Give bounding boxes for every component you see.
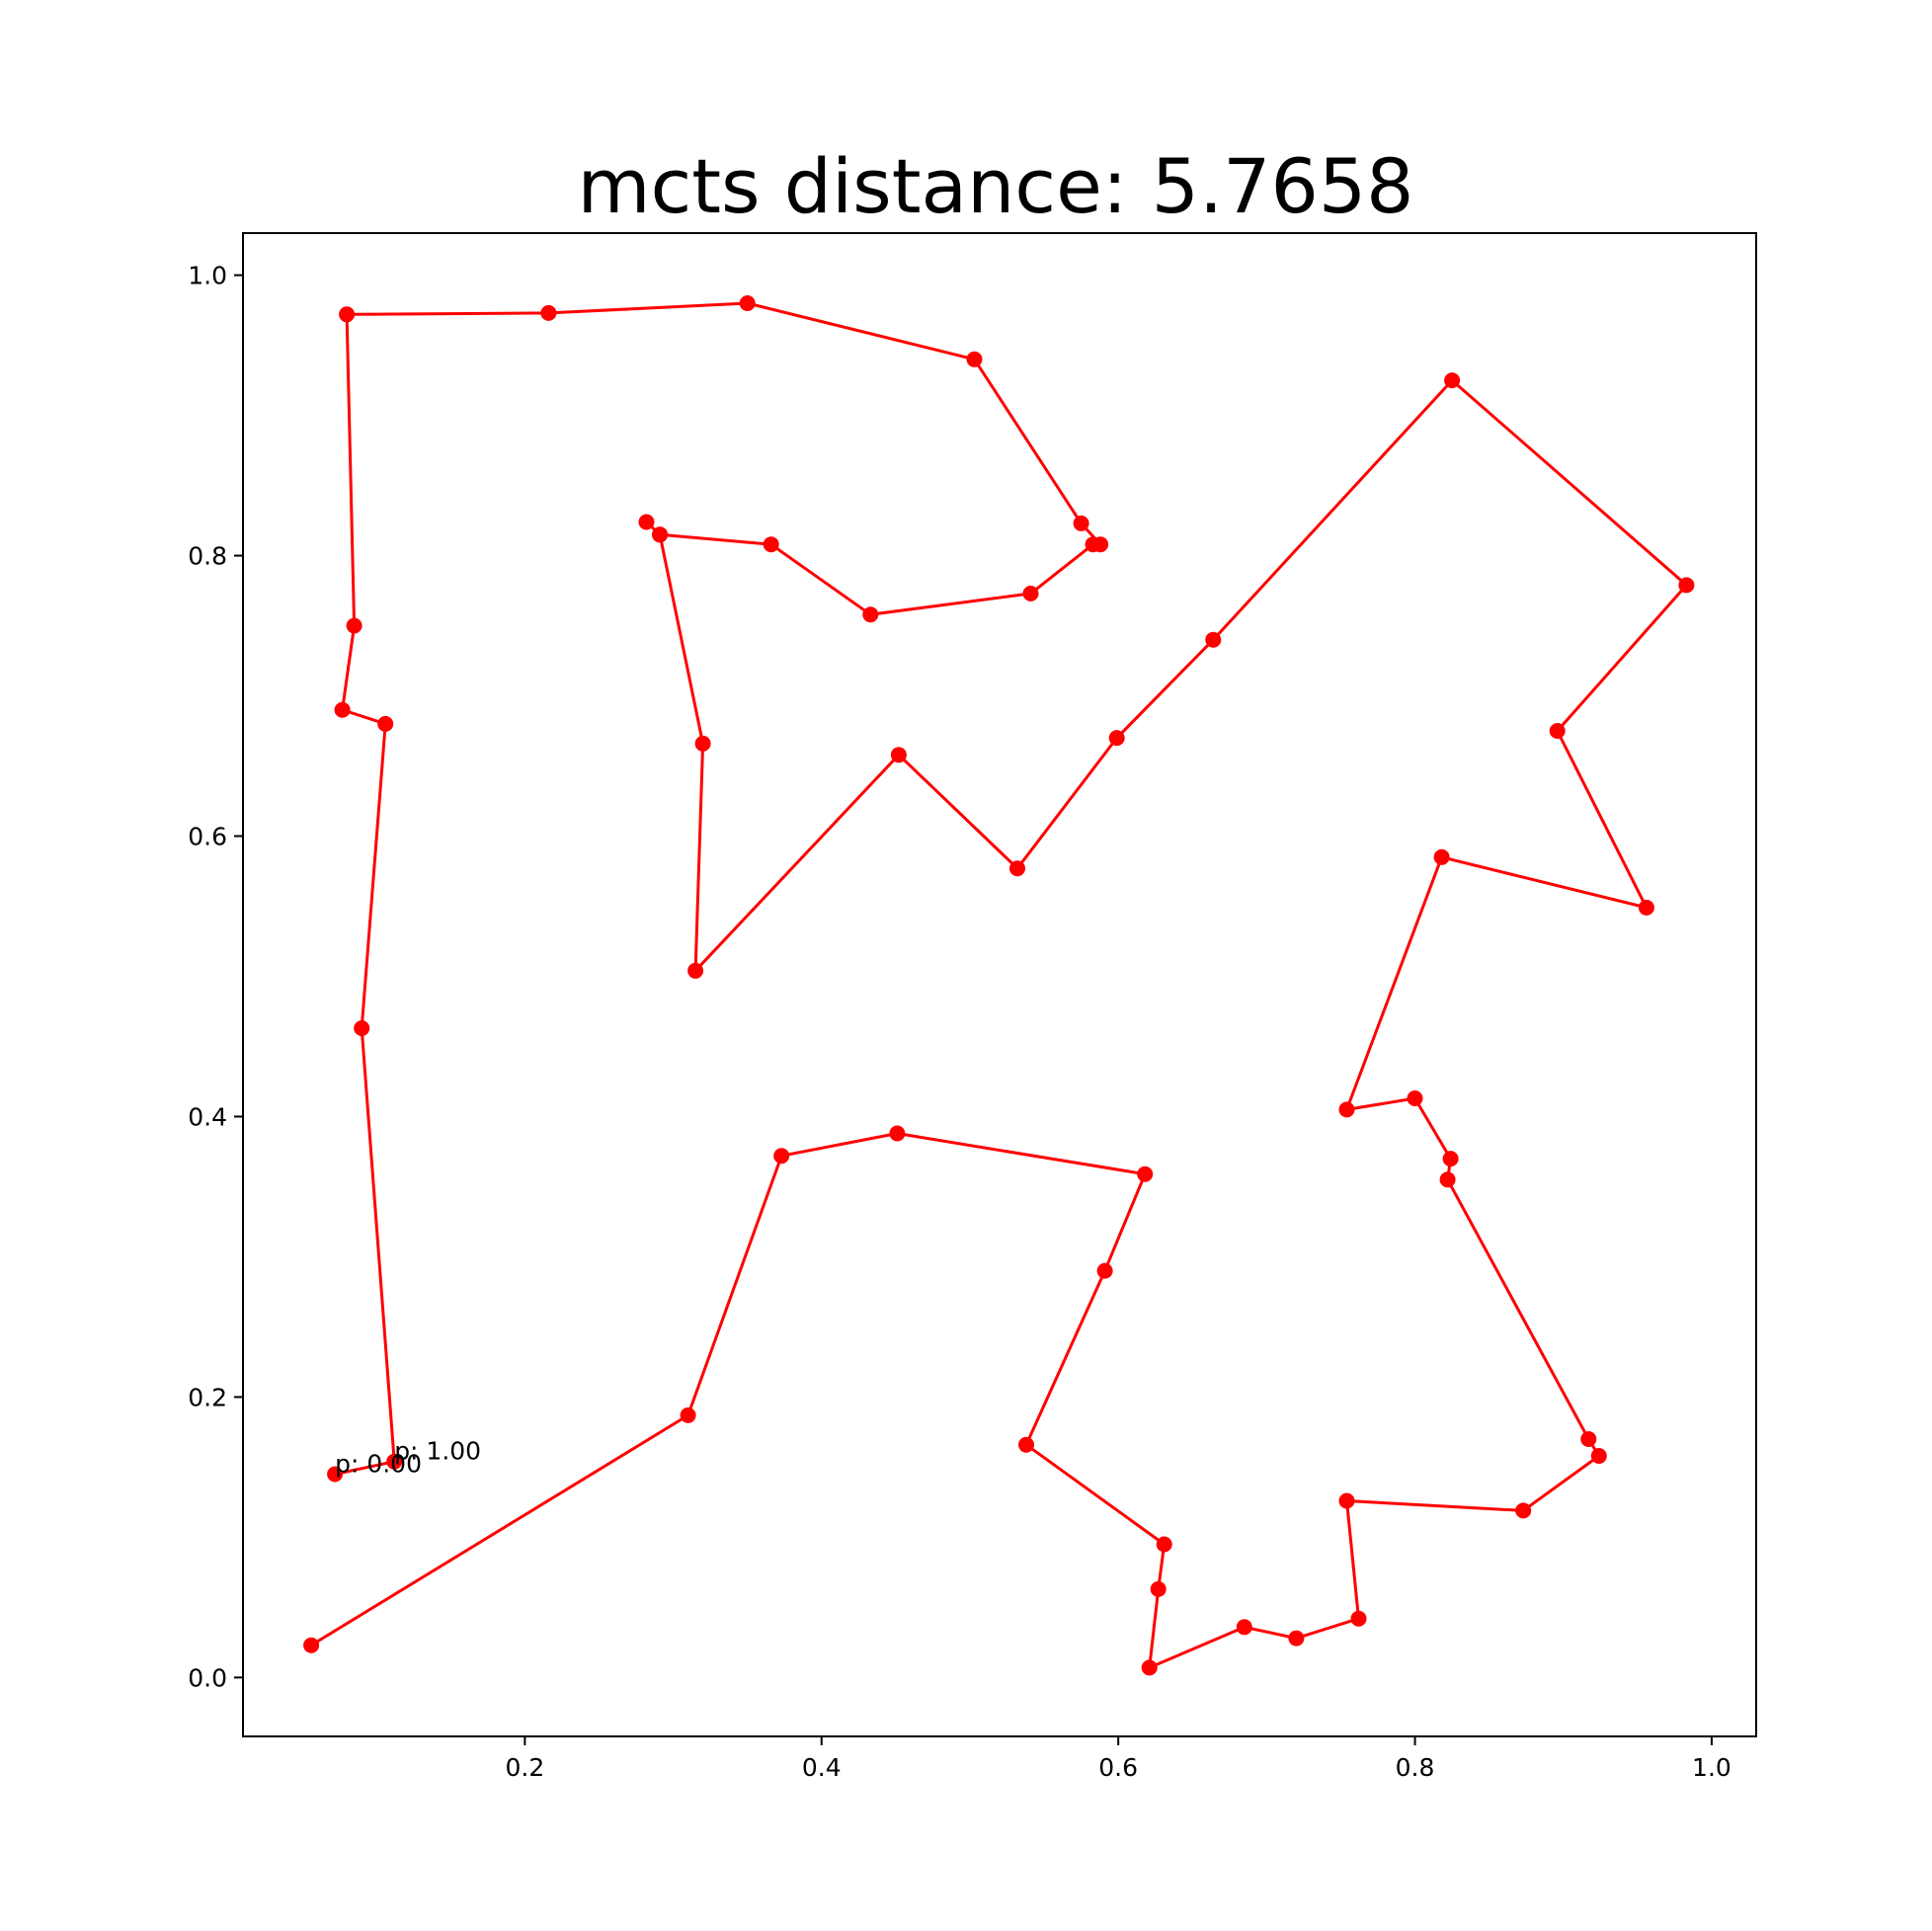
city-point bbox=[1205, 631, 1222, 648]
city-point bbox=[1018, 1436, 1034, 1453]
y-tick-label: 0.8 bbox=[188, 542, 227, 571]
city-point bbox=[687, 962, 704, 979]
y-tick-label: 0.6 bbox=[188, 823, 227, 851]
city-point bbox=[1022, 585, 1039, 602]
city-point bbox=[1073, 515, 1089, 531]
city-point bbox=[1407, 1090, 1423, 1106]
axis-ticks: 0.2 0.4 0.6 0.8 1.0 0.0 0.2 0.4 0.6 0.8 1.0 bbox=[188, 262, 1731, 1782]
probability-annotation: p: 1.00 bbox=[394, 1437, 481, 1466]
city-point bbox=[1580, 1431, 1597, 1447]
x-tick-label: 0.6 bbox=[1098, 1753, 1138, 1782]
city-point bbox=[1350, 1610, 1367, 1627]
city-point bbox=[1236, 1619, 1252, 1636]
city-point bbox=[1638, 899, 1654, 916]
plot-area-frame bbox=[242, 232, 1757, 1737]
city-point bbox=[354, 1020, 370, 1036]
y-tick-label: 0.2 bbox=[188, 1383, 227, 1411]
city-point bbox=[1141, 1659, 1158, 1676]
city-point bbox=[1085, 536, 1101, 553]
probability-annotation: p: 0.00 bbox=[335, 1450, 422, 1479]
probability-annotations: p: 0.00p: 1.00 bbox=[335, 1437, 481, 1479]
city-point bbox=[377, 715, 394, 732]
chart-title: mcts distance: 5.7658 bbox=[577, 142, 1413, 230]
city-point bbox=[1288, 1630, 1305, 1647]
city-point bbox=[386, 1453, 403, 1470]
x-tick-label: 0.4 bbox=[802, 1753, 842, 1782]
city-point bbox=[773, 1148, 790, 1165]
city-point bbox=[540, 304, 557, 321]
city-point bbox=[1009, 860, 1025, 877]
city-point bbox=[1137, 1166, 1154, 1182]
city-point bbox=[1549, 723, 1566, 739]
y-tick-label: 0.4 bbox=[188, 1102, 227, 1131]
city-point bbox=[346, 617, 362, 634]
city-point bbox=[638, 514, 655, 530]
y-tick-label: 0.0 bbox=[188, 1663, 227, 1692]
x-tick-label: 1.0 bbox=[1692, 1753, 1731, 1782]
city-point bbox=[1338, 1101, 1355, 1118]
city-point bbox=[1156, 1536, 1172, 1553]
city-point bbox=[680, 1407, 696, 1423]
y-tick-label: 1.0 bbox=[188, 262, 227, 290]
city-point bbox=[327, 1466, 344, 1483]
city-point bbox=[889, 1125, 906, 1142]
city-point bbox=[1678, 577, 1695, 594]
city-points bbox=[303, 295, 1695, 1676]
x-tick-label: 0.2 bbox=[505, 1753, 544, 1782]
city-point bbox=[739, 295, 756, 311]
city-point bbox=[1150, 1580, 1167, 1597]
city-point bbox=[334, 701, 351, 718]
city-point bbox=[890, 747, 907, 764]
city-point bbox=[862, 606, 879, 623]
city-point bbox=[966, 351, 983, 367]
city-point bbox=[1096, 1262, 1113, 1279]
city-point bbox=[339, 306, 356, 323]
city-point bbox=[1338, 1492, 1355, 1509]
city-point bbox=[1433, 848, 1450, 865]
city-point bbox=[1515, 1502, 1532, 1519]
city-point bbox=[763, 536, 779, 553]
city-point bbox=[652, 526, 669, 543]
city-point bbox=[694, 735, 711, 752]
city-point bbox=[1444, 372, 1461, 389]
city-point bbox=[1442, 1151, 1459, 1167]
city-point bbox=[303, 1637, 320, 1653]
city-point bbox=[1108, 730, 1125, 747]
tour-route bbox=[310, 301, 1688, 1669]
x-tick-label: 0.8 bbox=[1396, 1753, 1435, 1782]
city-point bbox=[1590, 1448, 1607, 1464]
route-line bbox=[310, 301, 1688, 1669]
city-point bbox=[1439, 1171, 1456, 1188]
